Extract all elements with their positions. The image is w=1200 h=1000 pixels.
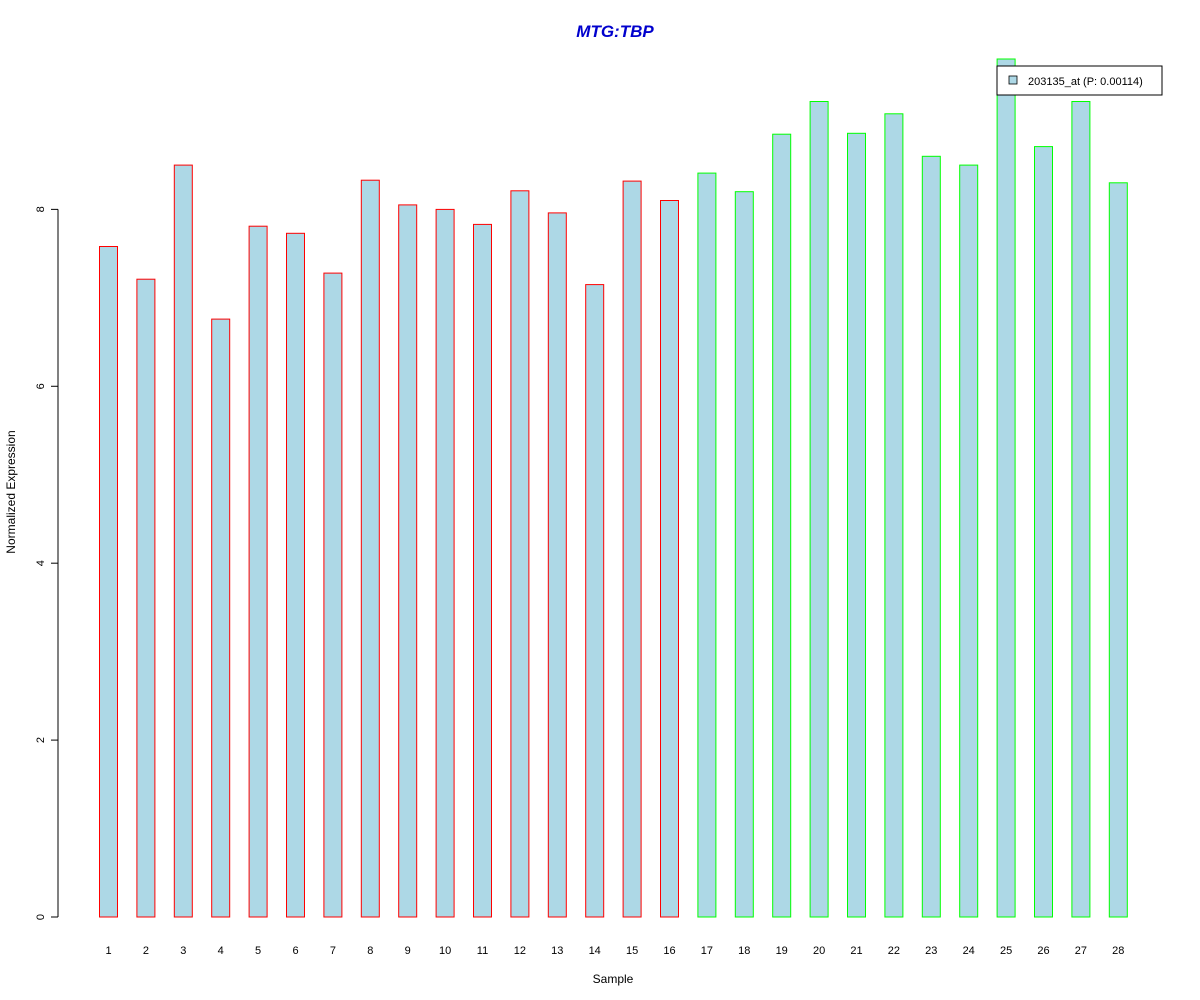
bar-sample-28	[1108, 182, 1128, 918]
bar-sample-21	[847, 132, 866, 918]
x-tick-label: 11	[477, 945, 488, 957]
legend-box	[996, 65, 1163, 96]
x-tick-label: 14	[589, 945, 601, 957]
y-tick-label: 4	[35, 560, 47, 566]
x-tick-label: 3	[180, 945, 186, 957]
x-tick-label: 19	[776, 945, 788, 957]
x-tick-label: 25	[1000, 945, 1012, 957]
bar-sample-9	[398, 204, 418, 918]
bar-sample-10	[435, 208, 455, 918]
x-tick-label: 27	[1075, 945, 1087, 957]
x-tick-label: 6	[292, 945, 298, 957]
bar-sample-4	[211, 318, 231, 918]
legend-entry: 203135_at (P: 0.00114)	[1028, 76, 1143, 88]
x-tick-label: 23	[925, 945, 937, 957]
x-tick-label: 4	[218, 945, 224, 957]
y-tick-label: 2	[35, 737, 47, 743]
x-tick-label: 1	[105, 945, 111, 957]
bars-group	[99, 58, 1128, 918]
chart-title: MTG:TBP	[576, 22, 654, 41]
bar-sample-2	[136, 278, 156, 918]
bar-sample-6	[286, 232, 305, 918]
x-tick-label: 5	[255, 945, 261, 957]
x-tick-label: 10	[439, 945, 451, 957]
bar-sample-3	[173, 164, 193, 918]
bar-sample-16	[660, 200, 679, 918]
x-tick-label: 28	[1112, 945, 1124, 957]
bar-sample-14	[585, 284, 605, 918]
bar-sample-13	[547, 212, 567, 918]
x-tick-label: 9	[405, 945, 411, 957]
bar-sample-27	[1071, 101, 1091, 918]
bar-sample-25	[996, 58, 1016, 918]
y-axis: 0 2 4 6 8	[35, 206, 59, 920]
bar-sample-15	[622, 180, 642, 918]
y-tick-label: 6	[35, 383, 47, 389]
x-tick-label: 26	[1037, 945, 1049, 957]
legend-swatch	[1008, 75, 1018, 85]
y-axis-label: Normalized Expression	[4, 430, 18, 553]
x-tick-label: 16	[663, 945, 675, 957]
x-tick-label: 8	[367, 945, 373, 957]
legend: 203135_at (P: 0.00114)	[996, 65, 1163, 96]
x-tick-label: 12	[514, 945, 526, 957]
x-tick-label: 17	[701, 945, 713, 957]
x-axis-label: Sample	[593, 972, 634, 986]
bar-sample-23	[921, 155, 941, 918]
x-tick-label: 13	[551, 945, 563, 957]
bar-sample-1	[99, 246, 118, 918]
bar-sample-7	[323, 272, 343, 918]
y-tick-label: 0	[35, 914, 47, 920]
bar-sample-11	[473, 223, 492, 918]
x-tick-label: 18	[738, 945, 750, 957]
x-tick-labels: 1 2 3 4 5 6 7 8 9 10 11 12 13 14 15 16 17 18 19 20 21 22 23 24 2…	[105, 945, 1124, 957]
y-tick-label: 8	[35, 206, 47, 212]
bar-sample-5	[248, 225, 268, 918]
x-tick-label: 21	[850, 945, 862, 957]
bar-sample-26	[1034, 146, 1053, 918]
bar-sample-24	[959, 164, 979, 918]
x-tick-label: 15	[626, 945, 638, 957]
bar-sample-8	[360, 179, 380, 918]
bar-sample-17	[697, 172, 717, 918]
bar-sample-19	[772, 133, 792, 918]
bar-sample-22	[884, 113, 904, 918]
x-tick-label: 2	[143, 945, 149, 957]
bar-sample-20	[809, 101, 829, 918]
x-tick-label: 7	[330, 945, 336, 957]
bar-sample-12	[510, 190, 530, 918]
x-tick-label: 24	[963, 945, 975, 957]
bar-sample-18	[734, 191, 754, 918]
x-tick-label: 22	[888, 945, 900, 957]
x-tick-label: 20	[813, 945, 825, 957]
